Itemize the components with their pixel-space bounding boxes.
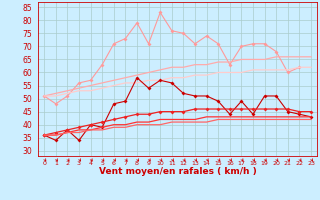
X-axis label: Vent moyen/en rafales ( km/h ): Vent moyen/en rafales ( km/h ) (99, 167, 256, 176)
